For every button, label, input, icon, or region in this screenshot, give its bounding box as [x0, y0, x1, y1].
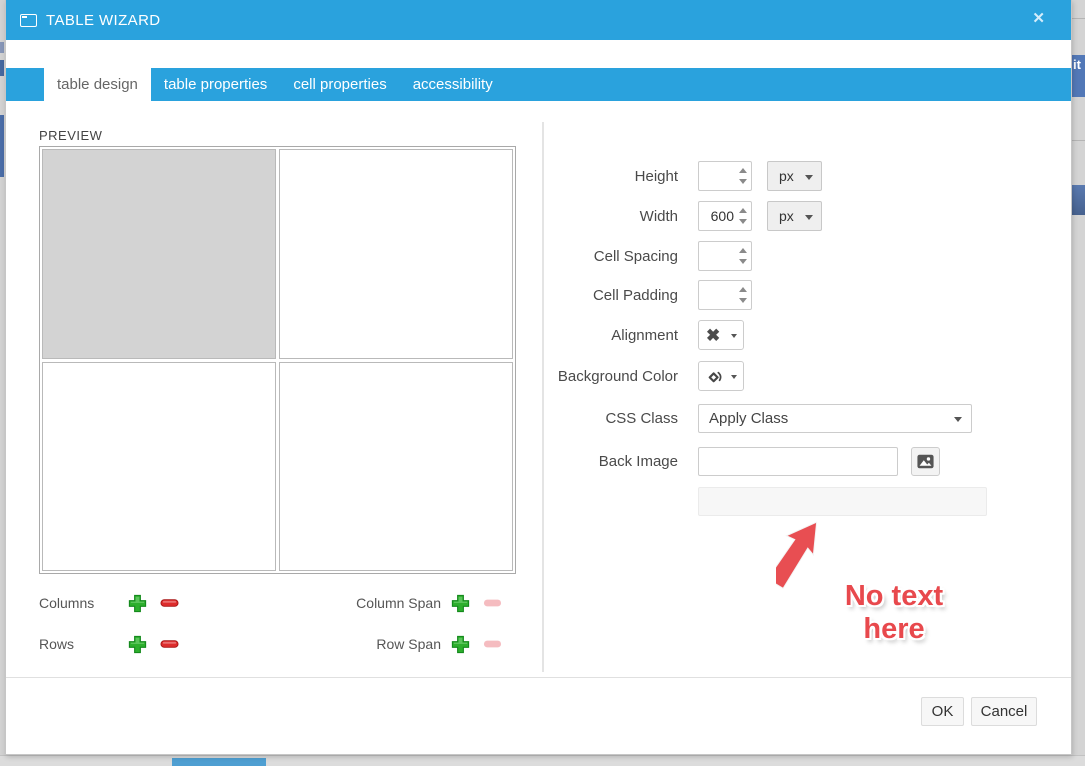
css-class-row: CSS Class Apply Class: [458, 404, 972, 433]
editor-design-tab[interactable]: Design: [172, 758, 266, 766]
rows-control-row: Rows: [39, 633, 179, 655]
row-span-label: Row Span: [376, 636, 441, 652]
cell-padding-spinner[interactable]: [739, 286, 747, 304]
chevron-down-icon: [731, 375, 737, 379]
remove-column-button[interactable]: [160, 598, 179, 608]
height-spinner[interactable]: [739, 167, 747, 185]
preview-cell[interactable]: [279, 361, 513, 571]
preview-cell[interactable]: [279, 149, 513, 359]
cell-spacing-input[interactable]: [698, 241, 752, 271]
cell-spacing-label: Cell Spacing: [593, 247, 678, 265]
width-unit-dropdown[interactable]: px: [767, 201, 822, 231]
cell-padding-input[interactable]: [698, 280, 752, 310]
annotation-text: No text here: [824, 580, 964, 646]
ok-button[interactable]: OK: [921, 697, 964, 726]
css-class-label: CSS Class: [605, 410, 678, 427]
increase-column-span-button[interactable]: [451, 594, 470, 613]
back-image-path-display: [698, 487, 987, 516]
editor-mode-tabstrip: Design HTML: [0, 755, 1085, 766]
cell-padding-row: Cell Padding: [458, 280, 752, 310]
tab-cell-properties[interactable]: cell properties: [293, 76, 387, 93]
cell-spacing-row: Cell Spacing: [458, 241, 752, 271]
no-alignment-x-icon: ✖: [706, 325, 721, 345]
background-color-row: Background Color: [458, 361, 744, 391]
alignment-row: Alignment ✖: [458, 320, 744, 350]
preview-label: PREVIEW: [39, 128, 103, 143]
chevron-down-icon: [805, 175, 813, 180]
close-icon[interactable]: ✕: [1032, 10, 1045, 27]
dialog-titlebar: TABLE WIZARD ✕: [6, 0, 1071, 40]
wizard-tabstrip: table design table properties cell prope…: [6, 68, 1071, 101]
rows-label: Rows: [39, 636, 75, 652]
add-row-button[interactable]: [128, 635, 147, 654]
height-row: Height px: [458, 161, 822, 191]
columns-control-row: Columns: [39, 592, 179, 614]
tab-accessibility[interactable]: accessibility: [412, 76, 493, 93]
footer-divider: [6, 677, 1071, 678]
cancel-button[interactable]: Cancel: [971, 697, 1037, 726]
window-icon: [20, 13, 37, 27]
annotation-line-2: here: [863, 612, 925, 645]
readonly-path-row: [458, 487, 987, 516]
width-row: Width px: [458, 201, 822, 231]
height-unit-dropdown[interactable]: px: [767, 161, 822, 191]
width-input[interactable]: [698, 201, 752, 231]
add-column-button[interactable]: [128, 594, 147, 613]
preview-cell[interactable]: [42, 361, 276, 571]
background-color-dropdown-button[interactable]: [698, 361, 744, 391]
dialog-title: TABLE WIZARD: [46, 11, 161, 29]
width-spinner[interactable]: [739, 207, 747, 225]
column-span-label: Column Span: [356, 595, 441, 611]
picture-icon: [917, 454, 934, 469]
background-blue-segment: [0, 60, 4, 76]
columns-label: Columns: [39, 595, 95, 611]
tab-table-properties[interactable]: table properties: [163, 76, 268, 93]
annotation-line-1: No text: [844, 580, 944, 612]
background-partial-element: [1072, 185, 1085, 215]
background-page-left-edge: [0, 0, 5, 766]
background-page-right-edge: it: [1072, 0, 1085, 766]
css-class-value: Apply Class: [709, 410, 789, 427]
background-blue-segment: [0, 115, 4, 177]
remove-row-button[interactable]: [160, 639, 179, 649]
browse-image-button[interactable]: [911, 447, 940, 476]
chevron-down-icon: [805, 215, 813, 220]
css-class-dropdown[interactable]: Apply Class: [698, 404, 972, 433]
background-divider: [1072, 18, 1085, 19]
background-color-label: Background Color: [557, 367, 678, 385]
decrease-column-span-button-disabled: [483, 599, 502, 607]
decrease-row-span-button-disabled: [483, 640, 502, 648]
background-divider: [1072, 140, 1085, 141]
editor-design-tab-label: Design: [209, 763, 253, 766]
height-unit-value: px: [779, 168, 794, 184]
back-image-input[interactable]: [698, 447, 898, 476]
column-span-control-row: Column Span: [306, 592, 502, 614]
cell-spacing-spinner[interactable]: [739, 247, 747, 265]
alignment-label: Alignment: [611, 326, 678, 344]
editor-html-tab-label: HTML: [303, 763, 341, 766]
alignment-dropdown-button[interactable]: ✖: [698, 320, 744, 350]
table-preview: [39, 146, 516, 574]
row-span-control-row: Row Span: [306, 633, 502, 655]
background-partial-button: it: [1072, 55, 1085, 97]
increase-row-span-button[interactable]: [451, 635, 470, 654]
preview-cell-selected[interactable]: [42, 149, 276, 359]
height-label: Height: [634, 167, 678, 185]
table-wizard-dialog: TABLE WIZARD ✕ table design table proper…: [5, 0, 1072, 755]
width-label: Width: [639, 207, 678, 225]
tab-table-design[interactable]: table design: [44, 68, 151, 101]
back-image-label: Back Image: [598, 453, 678, 470]
annotation-arrow: [776, 521, 818, 590]
paint-bucket-icon: [708, 371, 722, 382]
background-blue-segment: [0, 42, 4, 53]
height-input[interactable]: [698, 161, 752, 191]
back-image-row: Back Image: [458, 447, 940, 476]
chevron-down-icon: [731, 334, 737, 338]
chevron-down-icon: [954, 417, 962, 422]
width-unit-value: px: [779, 208, 794, 224]
pane-divider: [542, 122, 544, 672]
cell-padding-label: Cell Padding: [592, 286, 678, 304]
editor-html-tab[interactable]: HTML: [266, 758, 357, 766]
